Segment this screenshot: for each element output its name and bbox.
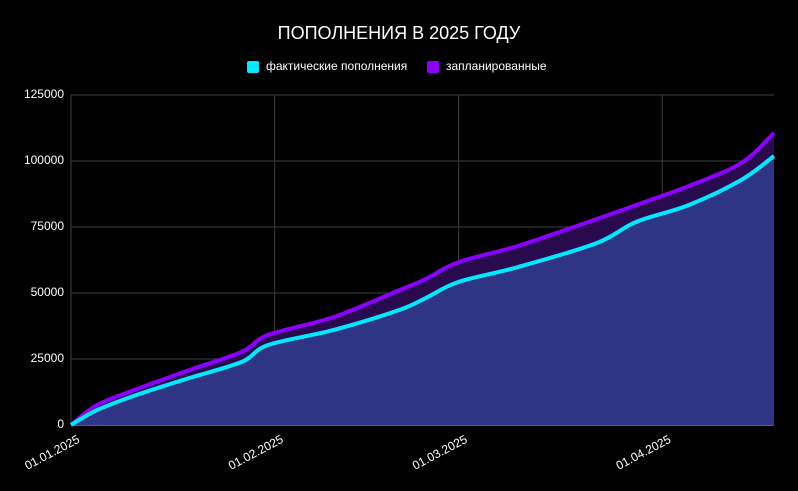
area: [71, 155, 774, 425]
legend-swatch: [427, 61, 439, 73]
y-tick-label: 100000: [24, 153, 64, 167]
lines: [69, 131, 776, 427]
legend-label: запланированные: [446, 59, 547, 73]
y-tick-label: 25000: [31, 351, 65, 365]
legend-label: фактические пополнения: [266, 59, 407, 73]
chart-title: ПОПОЛНЕНИЯ В 2025 ГОДУ: [278, 23, 521, 43]
line: [69, 131, 776, 427]
line: [69, 154, 776, 427]
y-tick-label: 75000: [31, 219, 65, 233]
areas: [71, 133, 774, 426]
legend: фактические пополнения запланированные: [247, 59, 547, 73]
y-tick-label: 0: [57, 417, 64, 431]
y-tick-label: 50000: [31, 285, 65, 299]
legend-swatch: [247, 61, 259, 73]
y-tick-label: 125000: [24, 87, 64, 101]
